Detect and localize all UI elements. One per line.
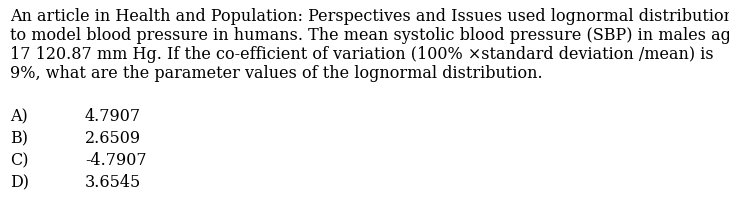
Text: A): A): [10, 108, 28, 125]
Text: 9%, what are the parameter values of the lognormal distribution.: 9%, what are the parameter values of the…: [10, 65, 542, 82]
Text: 4.7907: 4.7907: [85, 108, 141, 125]
Text: An article in Health and Population: Perspectives and Issues used lognormal dist: An article in Health and Population: Per…: [10, 8, 729, 25]
Text: B): B): [10, 130, 28, 147]
Text: D): D): [10, 174, 29, 191]
Text: 3.6545: 3.6545: [85, 174, 141, 191]
Text: 2.6509: 2.6509: [85, 130, 141, 147]
Text: to model blood pressure in humans. The mean systolic blood pressure (SBP) in mal: to model blood pressure in humans. The m…: [10, 27, 729, 44]
Text: -4.7907: -4.7907: [85, 152, 147, 169]
Text: 17 120.87 mm Hg. If the co-efficient of variation (100% ×standard deviation /mea: 17 120.87 mm Hg. If the co-efficient of …: [10, 46, 714, 63]
Text: C): C): [10, 152, 28, 169]
